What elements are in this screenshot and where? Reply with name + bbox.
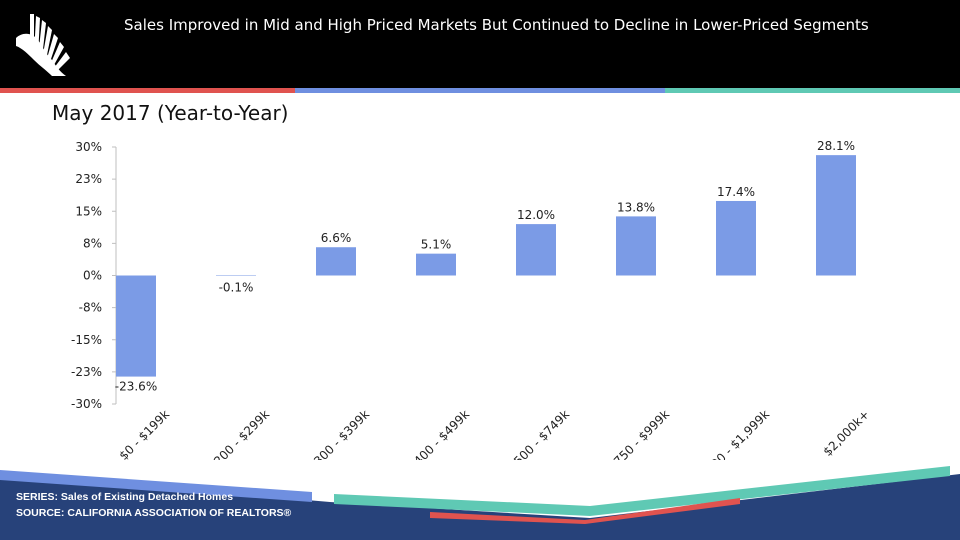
bar — [116, 275, 156, 377]
bar — [716, 200, 756, 276]
y-tick-label: -23% — [71, 365, 102, 379]
data-label: 13.8% — [617, 200, 655, 214]
data-label: -0.1% — [219, 281, 254, 295]
data-label: 17.4% — [717, 185, 755, 199]
data-label: 6.6% — [321, 231, 352, 245]
bar — [216, 275, 256, 276]
bar — [816, 155, 856, 276]
bar — [316, 247, 356, 276]
footer-wave-graphic — [0, 466, 960, 540]
y-tick-label: 15% — [75, 204, 102, 218]
y-tick-label: 0% — [83, 269, 102, 283]
slide-title: Sales Improved in Mid and High Priced Ma… — [124, 16, 869, 34]
data-label: 5.1% — [421, 238, 452, 252]
data-label: 12.0% — [517, 208, 555, 222]
y-tick-label: 30% — [75, 140, 102, 154]
data-label: 28.1% — [817, 139, 855, 153]
bar — [516, 224, 556, 276]
y-tick-label: 8% — [83, 236, 102, 250]
y-tick-label: -15% — [71, 333, 102, 347]
source-note: SOURCE: CALIFORNIA ASSOCIATION OF REALTO… — [16, 507, 292, 519]
y-tick-label: -8% — [79, 301, 102, 315]
bar — [416, 253, 456, 276]
california-bear-logo-icon — [16, 14, 70, 76]
accent-stripe-red — [0, 88, 295, 93]
bar — [616, 216, 656, 276]
accent-stripe-teal — [665, 88, 960, 93]
chart-title: May 2017 (Year-to-Year) — [52, 101, 289, 125]
series-note: SERIES: Sales of Existing Detached Homes — [16, 491, 234, 503]
y-tick-label: -30% — [71, 397, 102, 411]
data-label: -23.6% — [115, 380, 157, 394]
footer-banner: SERIES: Sales of Existing Detached Homes… — [0, 440, 960, 540]
header-bar: Sales Improved in Mid and High Priced Ma… — [0, 0, 960, 88]
accent-stripe-blue — [295, 88, 665, 93]
y-tick-label: 23% — [75, 172, 102, 186]
bar-chart: 30%23%15%8%0%-8%-15%-23%-30%-23.6%$0 - $… — [71, 139, 872, 460]
